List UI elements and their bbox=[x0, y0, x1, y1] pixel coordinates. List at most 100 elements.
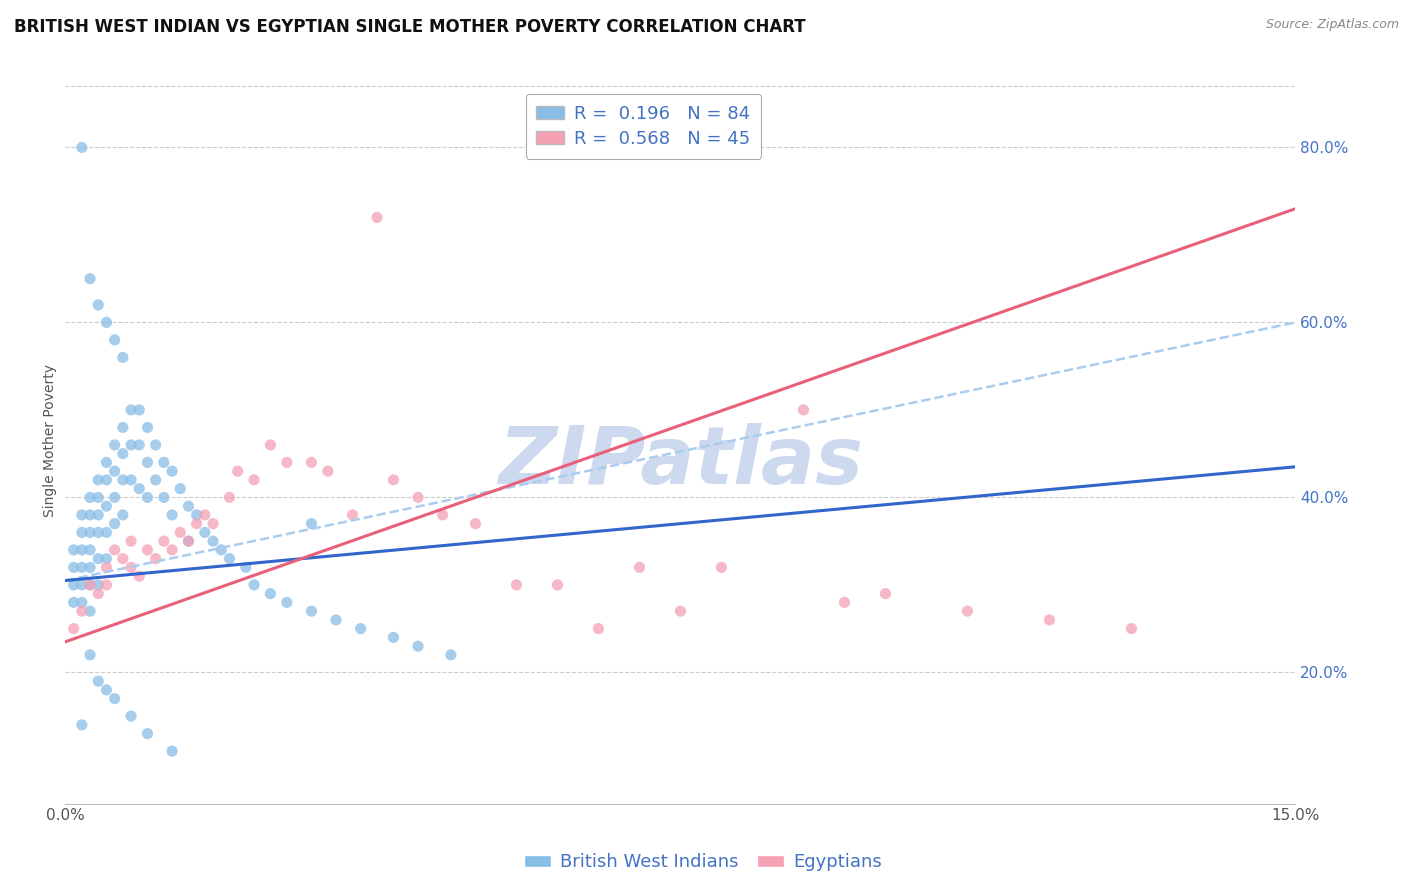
Point bbox=[120, 403, 142, 417]
Point bbox=[79, 604, 101, 618]
Point bbox=[276, 595, 298, 609]
Point bbox=[153, 534, 176, 549]
Point bbox=[111, 351, 134, 365]
Point bbox=[111, 447, 134, 461]
Point bbox=[301, 516, 323, 531]
Point bbox=[120, 438, 142, 452]
Point bbox=[834, 595, 856, 609]
Point bbox=[87, 508, 110, 522]
Point bbox=[120, 534, 142, 549]
Point bbox=[440, 648, 463, 662]
Point bbox=[628, 560, 651, 574]
Point bbox=[186, 516, 208, 531]
Point bbox=[62, 595, 84, 609]
Point bbox=[177, 499, 200, 513]
Point bbox=[96, 682, 118, 697]
Point bbox=[136, 420, 159, 434]
Point bbox=[128, 569, 150, 583]
Point bbox=[96, 473, 118, 487]
Point bbox=[111, 473, 134, 487]
Point bbox=[160, 508, 183, 522]
Point bbox=[70, 595, 93, 609]
Legend: R =  0.196   N = 84, R =  0.568   N = 45: R = 0.196 N = 84, R = 0.568 N = 45 bbox=[526, 94, 762, 159]
Point bbox=[87, 473, 110, 487]
Point bbox=[79, 560, 101, 574]
Point bbox=[87, 578, 110, 592]
Point bbox=[96, 560, 118, 574]
Point bbox=[62, 578, 84, 592]
Point bbox=[259, 587, 281, 601]
Point bbox=[70, 140, 93, 154]
Text: BRITISH WEST INDIAN VS EGYPTIAN SINGLE MOTHER POVERTY CORRELATION CHART: BRITISH WEST INDIAN VS EGYPTIAN SINGLE M… bbox=[14, 18, 806, 36]
Point bbox=[875, 587, 897, 601]
Point bbox=[186, 508, 208, 522]
Point bbox=[111, 420, 134, 434]
Point bbox=[96, 315, 118, 329]
Point bbox=[70, 604, 93, 618]
Point bbox=[218, 491, 240, 505]
Point bbox=[104, 333, 127, 347]
Point bbox=[96, 525, 118, 540]
Point bbox=[136, 491, 159, 505]
Legend: British West Indians, Egyptians: British West Indians, Egyptians bbox=[517, 847, 889, 879]
Point bbox=[505, 578, 527, 592]
Point bbox=[70, 578, 93, 592]
Point bbox=[382, 631, 405, 645]
Point bbox=[316, 464, 339, 478]
Point bbox=[104, 438, 127, 452]
Point bbox=[145, 551, 167, 566]
Point bbox=[96, 551, 118, 566]
Point bbox=[194, 525, 217, 540]
Point bbox=[169, 525, 191, 540]
Point bbox=[202, 516, 225, 531]
Point bbox=[202, 534, 225, 549]
Point bbox=[350, 622, 373, 636]
Point bbox=[104, 542, 127, 557]
Point bbox=[177, 534, 200, 549]
Point bbox=[218, 551, 240, 566]
Point bbox=[325, 613, 347, 627]
Point bbox=[79, 508, 101, 522]
Point bbox=[406, 491, 429, 505]
Point bbox=[464, 516, 486, 531]
Point bbox=[96, 455, 118, 469]
Point bbox=[70, 718, 93, 732]
Point bbox=[79, 578, 101, 592]
Point bbox=[87, 525, 110, 540]
Point bbox=[366, 211, 388, 225]
Point bbox=[169, 482, 191, 496]
Point bbox=[342, 508, 364, 522]
Point bbox=[160, 744, 183, 758]
Point bbox=[70, 560, 93, 574]
Point bbox=[87, 587, 110, 601]
Point bbox=[104, 691, 127, 706]
Y-axis label: Single Mother Poverty: Single Mother Poverty bbox=[44, 364, 58, 517]
Point bbox=[243, 473, 266, 487]
Point bbox=[62, 560, 84, 574]
Point bbox=[710, 560, 733, 574]
Point bbox=[406, 639, 429, 653]
Point bbox=[120, 560, 142, 574]
Point bbox=[128, 482, 150, 496]
Point bbox=[120, 709, 142, 723]
Text: ZIPatlas: ZIPatlas bbox=[498, 424, 863, 501]
Point bbox=[70, 542, 93, 557]
Point bbox=[79, 525, 101, 540]
Point bbox=[87, 491, 110, 505]
Point bbox=[301, 604, 323, 618]
Point bbox=[243, 578, 266, 592]
Point bbox=[96, 578, 118, 592]
Point bbox=[153, 455, 176, 469]
Point bbox=[177, 534, 200, 549]
Point bbox=[259, 438, 281, 452]
Point bbox=[70, 508, 93, 522]
Point bbox=[160, 464, 183, 478]
Point bbox=[136, 542, 159, 557]
Point bbox=[382, 473, 405, 487]
Point bbox=[546, 578, 568, 592]
Point bbox=[136, 455, 159, 469]
Point bbox=[1038, 613, 1060, 627]
Point bbox=[235, 560, 257, 574]
Point bbox=[87, 551, 110, 566]
Point bbox=[136, 726, 159, 740]
